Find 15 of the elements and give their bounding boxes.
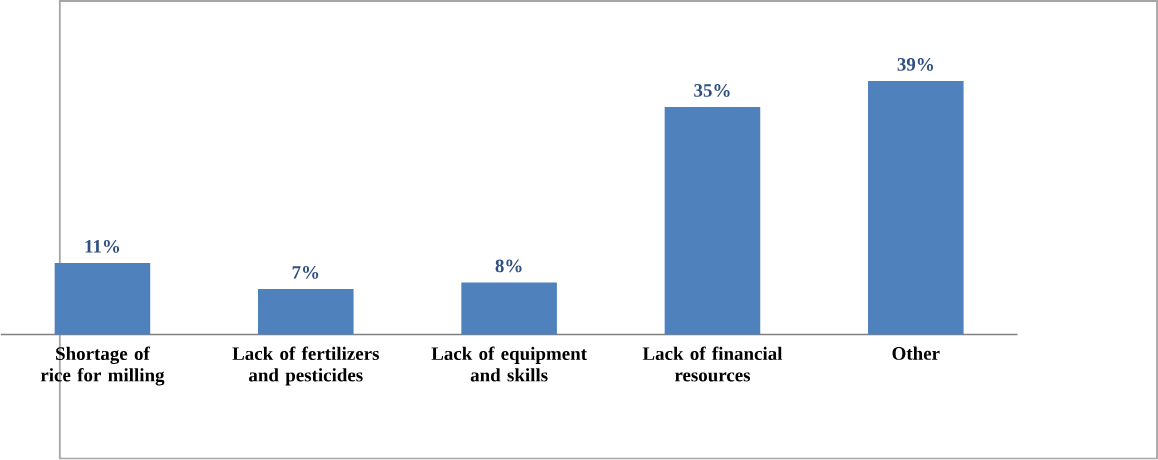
- data-label: 39%: [897, 58, 933, 72]
- x-tick-label: Shortage of rice for milling: [40, 346, 165, 386]
- x-tick-label: Other: [892, 346, 940, 361]
- bar: [868, 81, 964, 335]
- data-label: 11%: [85, 240, 120, 254]
- x-tick-label: Lack of financial resources: [642, 346, 783, 382]
- bar: [258, 289, 354, 335]
- x-tick-label: Lack of fertilizers and pesticides: [232, 346, 379, 386]
- bar: [54, 263, 151, 335]
- data-label: 7%: [292, 266, 319, 280]
- data-label: 35%: [694, 84, 730, 98]
- bar: [461, 282, 557, 335]
- bar: [664, 107, 761, 335]
- x-tick-label: Lack of equipment and skills: [431, 346, 587, 382]
- data-label: 8%: [495, 259, 522, 273]
